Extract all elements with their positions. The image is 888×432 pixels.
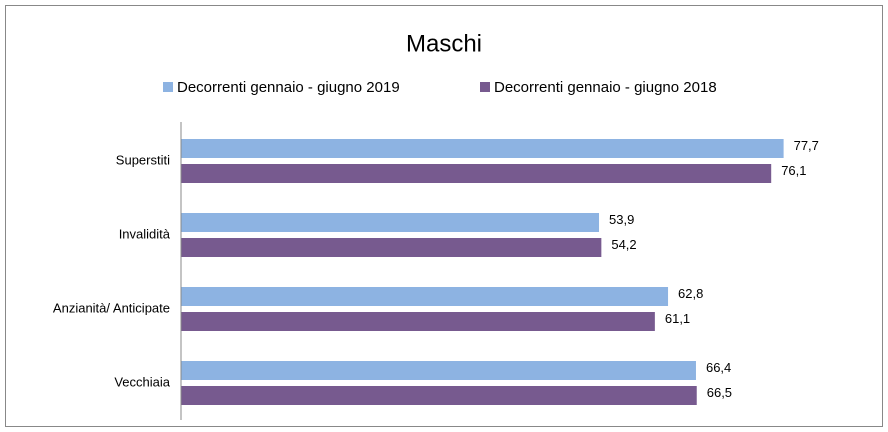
bar <box>181 139 784 158</box>
bar <box>181 312 655 331</box>
bar <box>181 213 600 232</box>
value-label: 76,1 <box>781 163 806 178</box>
y-tick-label: Anzianità/ Anticipate <box>53 300 170 315</box>
value-label: 62,8 <box>678 286 703 301</box>
value-label: 66,5 <box>707 385 732 400</box>
chart-title: Maschi <box>406 30 482 57</box>
legend-swatch <box>163 82 173 92</box>
value-label: 61,1 <box>665 311 690 326</box>
bar <box>181 238 602 257</box>
value-label: 54,2 <box>611 237 636 252</box>
legend-swatch <box>480 82 490 92</box>
bar <box>181 287 669 306</box>
bar <box>181 386 697 405</box>
bar <box>181 164 772 183</box>
value-label: 53,9 <box>609 212 634 227</box>
y-tick-label: Invalidità <box>119 226 171 241</box>
legend-label: Decorrenti gennaio - giugno 2019 <box>177 79 400 96</box>
bar <box>181 361 696 380</box>
legend-label: Decorrenti gennaio - giugno 2018 <box>494 79 717 96</box>
value-label: 66,4 <box>706 360 731 375</box>
value-label: 77,7 <box>794 138 819 153</box>
y-tick-label: Vecchiaia <box>114 374 170 389</box>
y-tick-label: Superstiti <box>116 152 170 167</box>
